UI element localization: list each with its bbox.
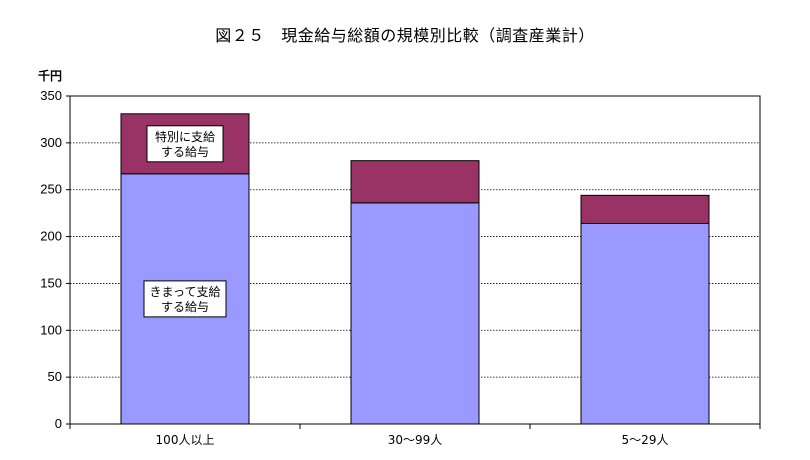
y-tick-label: 250 (40, 182, 62, 197)
axes (66, 95, 761, 429)
y-tick-label: 0 (55, 416, 62, 431)
bars (120, 113, 710, 425)
y-axis-unit: 千円 (38, 68, 62, 83)
annotation-label: きまって支給 (150, 285, 221, 299)
bar-special-1 (350, 160, 480, 204)
annotation-label: する給与 (161, 300, 209, 314)
chart-title: 図２５ 現金給与総額の規模別比較（調査産業計） (215, 26, 595, 45)
y-tick-label: 300 (40, 135, 62, 150)
y-tick-label: 350 (40, 88, 62, 103)
y-tick-label: 150 (40, 275, 62, 290)
bar-regular-2 (580, 222, 710, 425)
annotation-label: 特別に支給 (155, 129, 215, 144)
y-tick-label: 100 (40, 322, 62, 337)
bar-special-2 (580, 194, 710, 224)
annotation-label: する給与 (161, 145, 209, 159)
annotation-box (143, 280, 227, 318)
plot-frame (69, 95, 761, 425)
x-tick-label: 5～29人 (622, 433, 669, 447)
y-tick-label: 200 (40, 229, 62, 244)
bar-regular-1 (350, 202, 480, 425)
x-tick-label: 100人以上 (156, 433, 215, 447)
y-tick-label: 50 (48, 369, 62, 384)
x-tick-label: 30～99人 (388, 433, 443, 447)
axis-labels: 0 50 100 150 200 250 300 350 千円 100人以上 30～99人 5～29人 (38, 68, 668, 447)
annotation-box (146, 125, 224, 163)
